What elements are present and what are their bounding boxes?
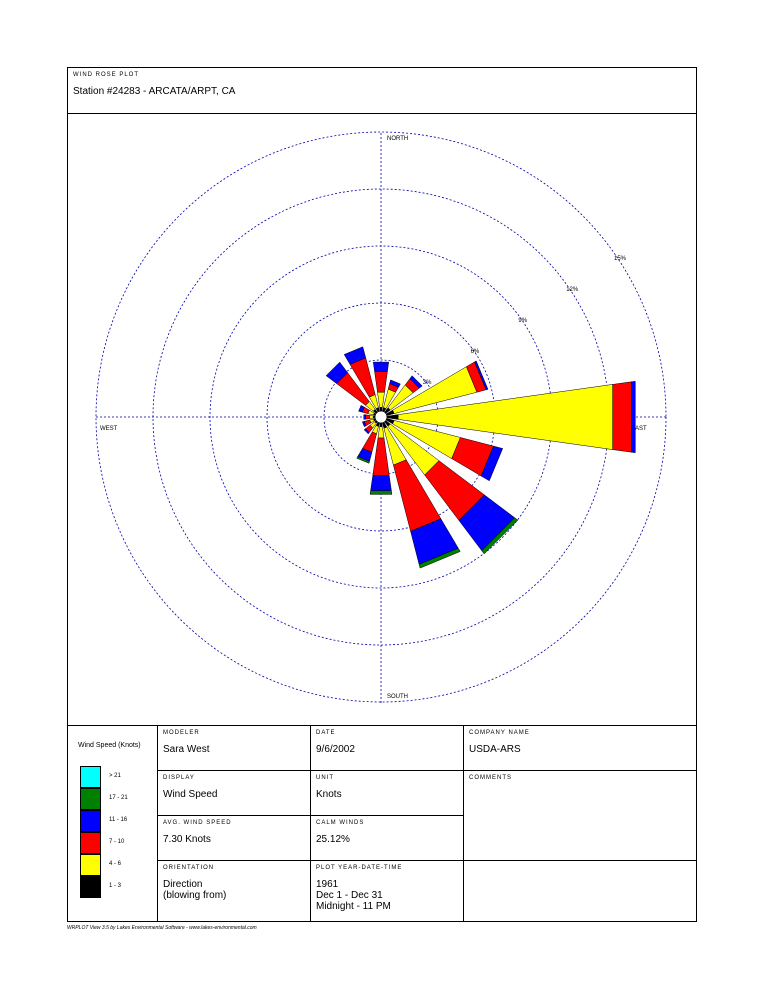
legend-item: 11 - 16	[80, 810, 160, 832]
legend-swatch	[80, 854, 101, 876]
petal-segment	[343, 346, 366, 365]
unit-label: UNIT	[316, 775, 334, 781]
display-label: DISPLAY	[163, 775, 195, 781]
east-label: EAST	[631, 426, 647, 432]
petal-segment	[363, 414, 366, 420]
calm-value: 25.12%	[316, 834, 350, 845]
ring-label: 6%	[471, 349, 480, 355]
wind-rose-svg: NORTH SOUTH EAST WEST 3% 6% 9% 12% 15%	[95, 131, 667, 703]
station-title: Station #24283 - ARCATA/ARPT, CA	[73, 86, 236, 97]
petal-segment	[379, 407, 383, 412]
info-panel: Wind Speed (Knots) > 21 17 - 21 11 - 16 …	[68, 725, 696, 922]
north-label: NORTH	[387, 136, 408, 142]
petal-segment	[481, 517, 519, 555]
ring-label: 9%	[518, 318, 527, 324]
legend-item: 7 - 10	[80, 832, 160, 854]
date-cell: DATE 9/6/2002	[311, 726, 464, 771]
legend-swatch	[80, 832, 101, 854]
legend-label: > 21	[109, 773, 121, 779]
petal-segment	[474, 360, 489, 391]
petal-segment	[386, 414, 399, 420]
plot-period-label: PLOT YEAR-DATE-TIME	[316, 865, 403, 871]
plot-period-cell: PLOT YEAR-DATE-TIME 1961 Dec 1 - Dec 31 …	[311, 861, 464, 922]
petal-segment	[377, 426, 385, 439]
avg-speed-value: 7.30 Knots	[163, 834, 211, 845]
legend-cell: Wind Speed (Knots) > 21 17 - 21 11 - 16 …	[68, 726, 158, 922]
legend-item: 17 - 21	[80, 788, 160, 810]
petal-segment	[374, 371, 388, 393]
legend-swatch	[80, 788, 101, 810]
petal-segment	[358, 404, 365, 413]
petal-segment	[612, 381, 632, 453]
legend-label: 1 - 3	[109, 883, 122, 889]
petal-segment	[372, 437, 390, 476]
petal-segment	[418, 547, 461, 569]
petal-segment	[363, 428, 370, 435]
ring-label: 3%	[423, 380, 432, 386]
report-header: WIND ROSE PLOT Station #24283 - ARCATA/A…	[68, 68, 696, 114]
ring-label: 12%	[566, 287, 579, 293]
legend-item: > 21	[80, 766, 160, 788]
petal-segment	[356, 456, 370, 464]
petal-segment	[409, 375, 423, 389]
comments-cell: COMMENTS	[464, 771, 696, 861]
legend-item: 4 - 6	[80, 854, 160, 876]
blank-cell	[464, 861, 696, 922]
ring-label: 15%	[614, 256, 627, 262]
company-label: COMPANY NAME	[469, 730, 530, 736]
petal-segment	[631, 381, 636, 453]
avg-speed-label: AVG. WIND SPEED	[163, 820, 232, 826]
ring-label-group: 3% 6% 9% 12% 15%	[423, 256, 627, 386]
modeler-label: MODELER	[163, 730, 200, 736]
legend-label: 7 - 10	[109, 839, 125, 845]
orientation-value: Direction (blowing from)	[163, 879, 227, 901]
legend-item: 1 - 3	[80, 876, 160, 898]
legend-swatch	[80, 876, 101, 898]
legend-label: 17 - 21	[109, 795, 128, 801]
west-label: WEST	[100, 426, 118, 432]
south-label: SOUTH	[387, 694, 408, 700]
legend-title: Wind Speed (Knots)	[78, 742, 141, 749]
modeler-value: Sara West	[163, 744, 210, 755]
legend-swatch	[80, 766, 101, 788]
plot-period-value: 1961 Dec 1 - Dec 31 Midnight - 11 PM	[316, 879, 391, 912]
display-cell: DISPLAY Wind Speed	[158, 771, 311, 816]
comments-label: COMMENTS	[469, 775, 512, 781]
calm-cell: CALM WINDS 25.12%	[311, 816, 464, 861]
avg-speed-cell: AVG. WIND SPEED 7.30 Knots	[158, 816, 311, 861]
software-footer: WRPLOT View 3.5 by Lakes Environmental S…	[67, 925, 257, 931]
company-value: USDA-ARS	[469, 744, 521, 755]
petal-segment	[480, 445, 504, 482]
date-label: DATE	[316, 730, 336, 736]
orientation-cell: ORIENTATION Direction (blowing from)	[158, 861, 311, 922]
legend-label: 4 - 6	[109, 861, 122, 867]
petal-segment	[373, 361, 389, 372]
orientation-label: ORIENTATION	[163, 865, 215, 871]
wind-rose-plot: NORTH SOUTH EAST WEST 3% 6% 9% 12% 15%	[68, 113, 696, 725]
petal-group	[325, 346, 636, 569]
petal-segment	[377, 391, 385, 408]
petal-segment	[369, 415, 374, 419]
petal-segment	[389, 379, 401, 388]
petal-segment	[369, 490, 393, 495]
unit-cell: UNIT Knots	[311, 771, 464, 816]
petal-segment	[379, 422, 383, 427]
legend-label: 11 - 16	[109, 817, 128, 823]
calm-circle	[374, 410, 388, 424]
legend-swatch	[80, 810, 101, 832]
company-cell: COMPANY NAME USDA-ARS	[464, 726, 696, 771]
petal-segment	[365, 414, 370, 420]
calm-label: CALM WINDS	[316, 820, 365, 826]
modeler-cell: MODELER Sara West	[158, 726, 311, 771]
report-caption: WIND ROSE PLOT	[73, 72, 140, 78]
petal-segment	[361, 421, 367, 428]
date-value: 9/6/2002	[316, 744, 355, 755]
display-value: Wind Speed	[163, 789, 218, 800]
report-frame: WIND ROSE PLOT Station #24283 - ARCATA/A…	[67, 67, 697, 922]
petal-segment	[325, 361, 349, 385]
unit-value: Knots	[316, 789, 342, 800]
petal-segment	[370, 475, 392, 491]
